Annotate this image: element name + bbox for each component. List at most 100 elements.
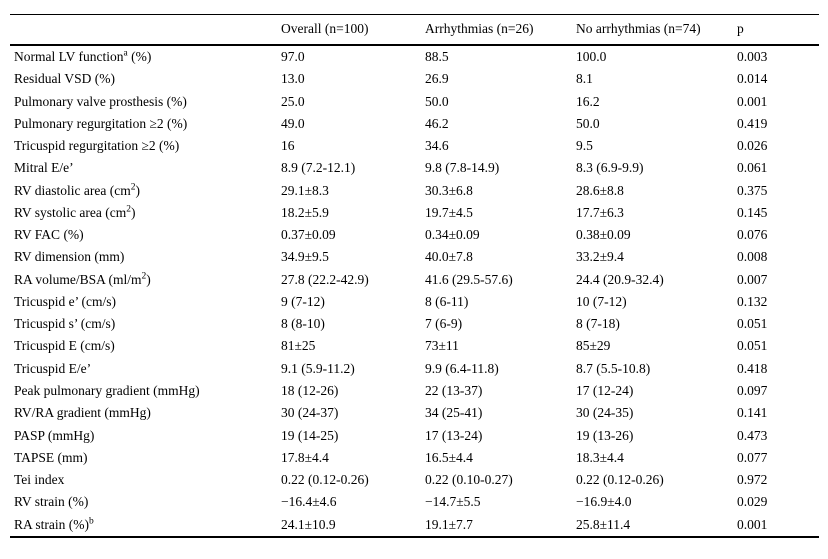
value-no-arrhythmias: 8.1 xyxy=(576,71,593,87)
value-no-arrhythmias: 28.6±8.8 xyxy=(576,182,624,198)
value-overall: 81±25 xyxy=(281,338,316,354)
value-overall: −16.4±4.6 xyxy=(281,494,337,510)
table-header: Overall (n=100) Arrhythmias (n=26) No ar… xyxy=(10,14,819,46)
label-superscript: 2 xyxy=(130,182,136,193)
row-label: RA strain (%)b xyxy=(10,514,281,537)
value-no-arrhythmias: 50.0 xyxy=(576,115,600,131)
value-arrhythmias: 7 (6-9) xyxy=(425,316,463,332)
label-superscript: 2 xyxy=(141,271,147,282)
value-no-arrhythmias: 17 (12-24) xyxy=(576,382,634,398)
table-row: RA volume/BSA (ml/m2) 27.8 (22.2-42.9) 4… xyxy=(10,269,819,291)
value-no-arrhythmias: 17.7±6.3 xyxy=(576,204,624,220)
value-no-arrhythmias: 9.5 xyxy=(576,138,593,154)
table-row: Normal LV functiona (%) 97.0 88.5 100.0 … xyxy=(10,45,819,68)
value-p: 0.051 xyxy=(737,338,768,354)
column-header-parameter xyxy=(10,14,281,46)
table-row: RV/RA gradient (mmHg) 30 (24-37) 34 (25-… xyxy=(10,402,819,424)
value-overall: 30 (24-37) xyxy=(281,405,339,421)
table-body: Normal LV functiona (%) 97.0 88.5 100.0 … xyxy=(10,45,819,537)
value-p: 0.003 xyxy=(737,49,768,64)
value-p: 0.419 xyxy=(737,115,768,131)
table-row: RV diastolic area (cm2) 29.1±8.3 30.3±6.… xyxy=(10,180,819,202)
row-label: RV diastolic area (cm2) xyxy=(10,180,281,202)
table-row: PASP (mmHg) 19 (14-25) 17 (13-24) 19 (13… xyxy=(10,425,819,447)
value-p: 0.026 xyxy=(737,138,768,154)
label-text: RV dimension (mm) xyxy=(14,249,125,265)
value-no-arrhythmias: 24.4 (20.9-32.4) xyxy=(576,271,664,287)
value-arrhythmias: 41.6 (29.5-57.6) xyxy=(425,271,513,287)
table-row: Tricuspid s’ (cm/s) 8 (8-10) 7 (6-9) 8 (… xyxy=(10,313,819,335)
value-arrhythmias: 46.2 xyxy=(425,115,449,131)
value-overall: 9 (7-12) xyxy=(281,293,325,309)
label-superscript: a xyxy=(123,48,128,59)
label-text: RV FAC (%) xyxy=(14,227,84,243)
row-label: Residual VSD (%) xyxy=(10,68,281,90)
value-overall: 29.1±8.3 xyxy=(281,182,329,198)
value-overall: 16 xyxy=(281,138,295,154)
value-p: 0.001 xyxy=(737,93,768,109)
label-text: Tricuspid s’ (cm/s) xyxy=(14,316,116,332)
value-p: 0.061 xyxy=(737,160,768,176)
row-label: PASP (mmHg) xyxy=(10,425,281,447)
results-table-container: Overall (n=100) Arrhythmias (n=26) No ar… xyxy=(10,14,819,538)
row-label: Mitral E/e’ xyxy=(10,157,281,179)
label-text: Tricuspid e’ (cm/s) xyxy=(14,293,116,309)
value-p: 0.077 xyxy=(737,449,768,465)
table-row: RV dimension (mm) 34.9±9.5 40.0±7.8 33.2… xyxy=(10,246,819,268)
value-overall: 8.9 (7.2-12.1) xyxy=(281,160,356,176)
value-arrhythmias: 26.9 xyxy=(425,71,449,87)
table-row: Mitral E/e’ 8.9 (7.2-12.1) 9.8 (7.8-14.9… xyxy=(10,157,819,179)
value-no-arrhythmias: −16.9±4.0 xyxy=(576,494,632,510)
table-row: RA strain (%)b 24.1±10.9 19.1±7.7 25.8±1… xyxy=(10,514,819,537)
column-header-no-arrhythmias: No arrhythmias (n=74) xyxy=(576,14,737,46)
value-overall: 0.22 (0.12-0.26) xyxy=(281,472,369,488)
value-overall: 25.0 xyxy=(281,93,305,109)
value-no-arrhythmias: 85±29 xyxy=(576,338,611,354)
value-overall: 17.8±4.4 xyxy=(281,449,329,465)
table-row: Tricuspid E/e’ 9.1 (5.9-11.2) 9.9 (6.4-1… xyxy=(10,358,819,380)
results-table: Overall (n=100) Arrhythmias (n=26) No ar… xyxy=(10,14,819,538)
row-label: Pulmonary regurgitation ≥2 (%) xyxy=(10,113,281,135)
label-text: Tricuspid regurgitation ≥2 (%) xyxy=(14,138,180,154)
label-text: RV diastolic area (cm xyxy=(14,182,131,198)
label-text: RA strain (%) xyxy=(14,516,89,532)
value-arrhythmias: 19.1±7.7 xyxy=(425,516,473,532)
label-text: Tricuspid E/e’ xyxy=(14,360,92,376)
label-text: ) xyxy=(146,271,151,287)
value-overall: 97.0 xyxy=(281,49,305,64)
label-superscript: 2 xyxy=(126,204,132,215)
value-arrhythmias: 19.7±4.5 xyxy=(425,204,473,220)
value-overall: 49.0 xyxy=(281,115,305,131)
table-row: Tricuspid E (cm/s) 81±25 73±11 85±29 0.0… xyxy=(10,335,819,357)
row-label: TAPSE (mm) xyxy=(10,447,281,469)
value-no-arrhythmias: 33.2±9.4 xyxy=(576,249,624,265)
value-no-arrhythmias: 8.3 (6.9-9.9) xyxy=(576,160,644,176)
table-row: RV systolic area (cm2) 18.2±5.9 19.7±4.5… xyxy=(10,202,819,224)
row-label: Pulmonary valve prosthesis (%) xyxy=(10,91,281,113)
value-overall: 34.9±9.5 xyxy=(281,249,329,265)
value-p: 0.014 xyxy=(737,71,768,87)
table-row: RV FAC (%) 0.37±0.09 0.34±0.09 0.38±0.09… xyxy=(10,224,819,246)
value-p: 0.375 xyxy=(737,182,768,198)
label-text: ) xyxy=(131,204,136,220)
value-overall: 8 (8-10) xyxy=(281,316,325,332)
value-no-arrhythmias: 100.0 xyxy=(576,49,607,64)
value-arrhythmias: 0.34±0.09 xyxy=(425,227,480,243)
label-text: PASP (mmHg) xyxy=(14,427,95,443)
label-superscript: b xyxy=(89,516,94,527)
value-no-arrhythmias: 10 (7-12) xyxy=(576,293,627,309)
label-text: Residual VSD (%) xyxy=(14,71,115,87)
row-label: RV systolic area (cm2) xyxy=(10,202,281,224)
table-row: TAPSE (mm) 17.8±4.4 16.5±4.4 18.3±4.4 0.… xyxy=(10,447,819,469)
value-overall: 13.0 xyxy=(281,71,305,87)
value-no-arrhythmias: 18.3±4.4 xyxy=(576,449,624,465)
value-p: 0.418 xyxy=(737,360,768,376)
value-arrhythmias: −14.7±5.5 xyxy=(425,494,481,510)
value-p: 0.141 xyxy=(737,405,768,421)
row-label: Tricuspid e’ (cm/s) xyxy=(10,291,281,313)
table-row: Pulmonary regurgitation ≥2 (%) 49.0 46.2… xyxy=(10,113,819,135)
column-header-overall: Overall (n=100) xyxy=(281,14,425,46)
value-arrhythmias: 73±11 xyxy=(425,338,459,354)
row-label: Tricuspid E (cm/s) xyxy=(10,335,281,357)
table-row: RV strain (%) −16.4±4.6 −14.7±5.5 −16.9±… xyxy=(10,491,819,513)
